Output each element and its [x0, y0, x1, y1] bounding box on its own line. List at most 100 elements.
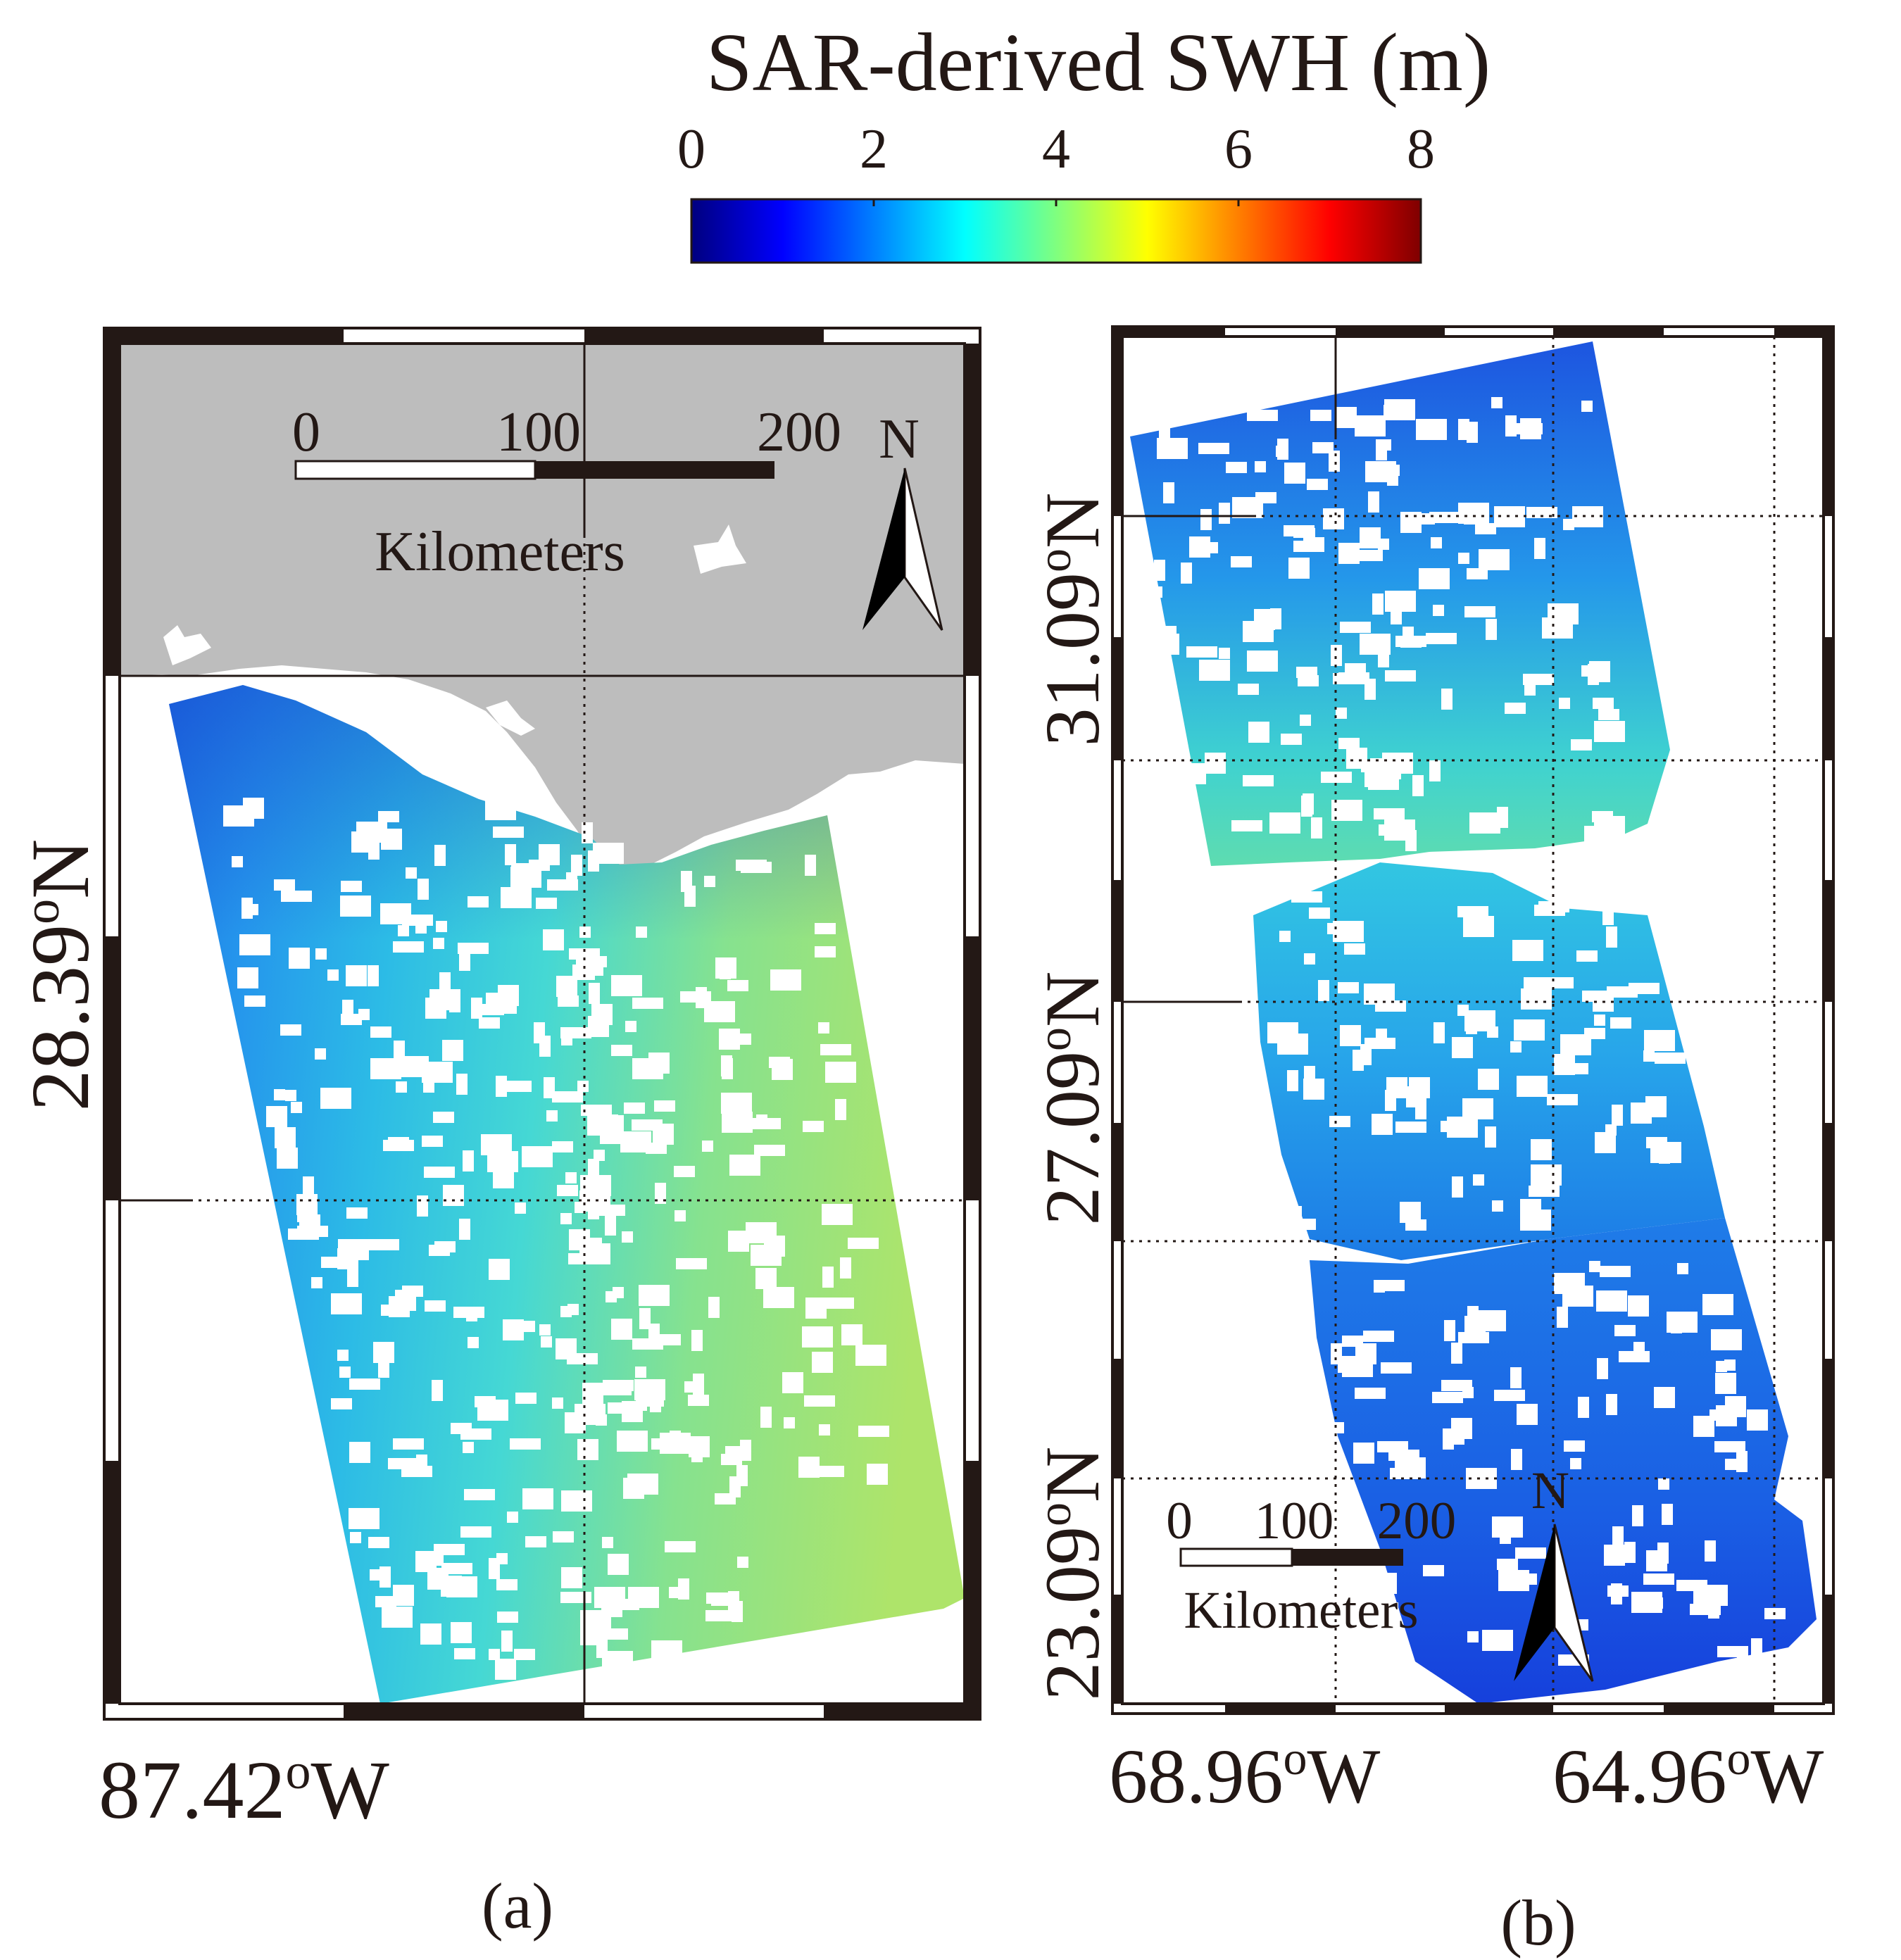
data-gap-cell	[349, 1442, 370, 1463]
data-gap-cell	[1333, 1422, 1344, 1433]
data-gap-cell	[603, 1380, 634, 1391]
data-gap-cell	[507, 1512, 518, 1523]
scale-tick-label: 100	[1255, 1492, 1334, 1550]
data-gap-cell	[588, 1208, 599, 1219]
data-gap-cell	[425, 1300, 446, 1312]
data-gap-cell	[848, 1238, 879, 1249]
data-gap-cell	[237, 967, 258, 988]
data-gap-cell	[429, 1245, 450, 1256]
data-gap-cell	[1232, 497, 1263, 518]
data-gap-cell	[602, 1537, 613, 1548]
data-gap-cell	[1255, 461, 1266, 472]
data-gap-cell	[1364, 1038, 1395, 1049]
data-gap-cell	[1355, 1388, 1386, 1399]
data-gap-cell	[341, 881, 362, 892]
data-gap-cell	[289, 948, 310, 969]
data-gap-cell	[496, 1579, 517, 1590]
data-gap-cell	[722, 1058, 733, 1079]
data-gap-cell	[561, 1034, 572, 1045]
data-gap-cell	[501, 887, 532, 908]
data-gap-cell	[434, 1544, 465, 1555]
data-gap-cell	[1576, 950, 1598, 962]
data-gap-cell	[1390, 1468, 1421, 1479]
data-gap-cell	[539, 1036, 551, 1057]
data-gap-cell	[1511, 1449, 1522, 1470]
data-gap-cell	[1311, 817, 1322, 838]
data-gap-cell	[331, 1293, 362, 1314]
data-gap-cell	[1329, 1116, 1350, 1127]
panel-b-map-area	[1122, 337, 1824, 1704]
data-gap-cell	[247, 904, 258, 915]
panel-b-lat-label-3: 23.09oN	[1027, 1447, 1115, 1701]
panel-a-caption: (a)	[482, 1870, 553, 1942]
panel-b-graticule	[1122, 337, 1824, 1704]
data-gap-cell	[639, 1285, 670, 1306]
data-gap-cell	[1175, 763, 1206, 784]
data-gap-cell	[381, 829, 402, 850]
data-gap-cell	[456, 1074, 468, 1095]
data-gap-cell	[1659, 1152, 1670, 1164]
data-gap-cell	[459, 1219, 470, 1240]
colorbar-tick-label: 2	[860, 118, 888, 180]
data-gap-cell	[1360, 1625, 1391, 1646]
north-label: N	[1531, 1462, 1569, 1520]
data-gap-cell	[1717, 1646, 1748, 1657]
data-gap-cell	[1594, 1014, 1605, 1026]
data-gap-cell	[424, 1167, 455, 1178]
data-gap-cell	[464, 1489, 495, 1500]
data-gap-cell	[841, 1324, 862, 1345]
data-gap-cell	[770, 969, 801, 991]
data-gap-cell	[1736, 1451, 1748, 1472]
data-gap-cell	[423, 1081, 434, 1093]
data-gap-cell	[393, 1438, 424, 1450]
data-gap-cell	[1596, 1290, 1627, 1312]
data-gap-cell	[1595, 1132, 1616, 1153]
data-gap-cell	[453, 1307, 484, 1318]
data-gap-cell	[596, 1637, 608, 1658]
data-gap-cell	[1606, 926, 1617, 948]
data-gap-cell	[1388, 1450, 1419, 1461]
data-gap-cell	[1199, 660, 1230, 681]
data-gap-cell	[815, 923, 836, 934]
data-gap-cell	[1281, 1206, 1302, 1217]
data-gap-cell	[1612, 1526, 1624, 1547]
data-gap-cell	[840, 1257, 851, 1279]
data-gap-cell	[1458, 553, 1469, 564]
data-gap-cell	[486, 993, 517, 1014]
data-gap-cell	[514, 1649, 535, 1660]
panel-b-swath-middle	[1253, 862, 1725, 1260]
data-gap-cell	[331, 1398, 352, 1409]
data-gap-cell	[375, 1596, 396, 1607]
data-gap-cell	[1376, 1029, 1387, 1040]
data-gap-cell	[580, 1181, 591, 1202]
data-gap-cell	[653, 1124, 674, 1145]
scale-unit-label: Kilometers	[375, 521, 625, 583]
data-gap-cell	[1441, 1380, 1472, 1391]
data-gap-cell	[1400, 636, 1422, 648]
data-gap-cell	[812, 1352, 833, 1373]
data-gap-cell	[754, 1145, 785, 1156]
data-gap-cell	[558, 995, 579, 1007]
data-gap-cell	[1226, 462, 1247, 473]
data-gap-cell	[648, 1053, 670, 1074]
data-gap-cell	[1582, 991, 1613, 1002]
data-gap-cell	[297, 1226, 328, 1237]
data-gap-cell	[1304, 953, 1315, 965]
data-gap-cell	[510, 1438, 541, 1450]
data-gap-cell	[1419, 568, 1450, 589]
data-gap-cell	[1473, 1174, 1484, 1186]
data-gap-cell	[1189, 536, 1210, 558]
data-gap-cell	[1676, 1580, 1707, 1591]
data-gap-cell	[1498, 1570, 1529, 1591]
data-gap-cell	[1331, 645, 1342, 666]
data-gap-cell	[341, 1014, 362, 1025]
data-gap-cell	[1186, 646, 1217, 658]
data-gap-cell	[285, 1090, 296, 1101]
data-gap-cell	[1219, 503, 1230, 524]
data-gap-cell	[1415, 1098, 1426, 1119]
data-gap-cell	[1658, 1478, 1669, 1490]
data-gap-cell	[415, 1551, 437, 1572]
data-gap-cell	[463, 1442, 474, 1453]
data-gap-cell	[696, 987, 707, 1008]
data-gap-cell	[1378, 646, 1389, 667]
